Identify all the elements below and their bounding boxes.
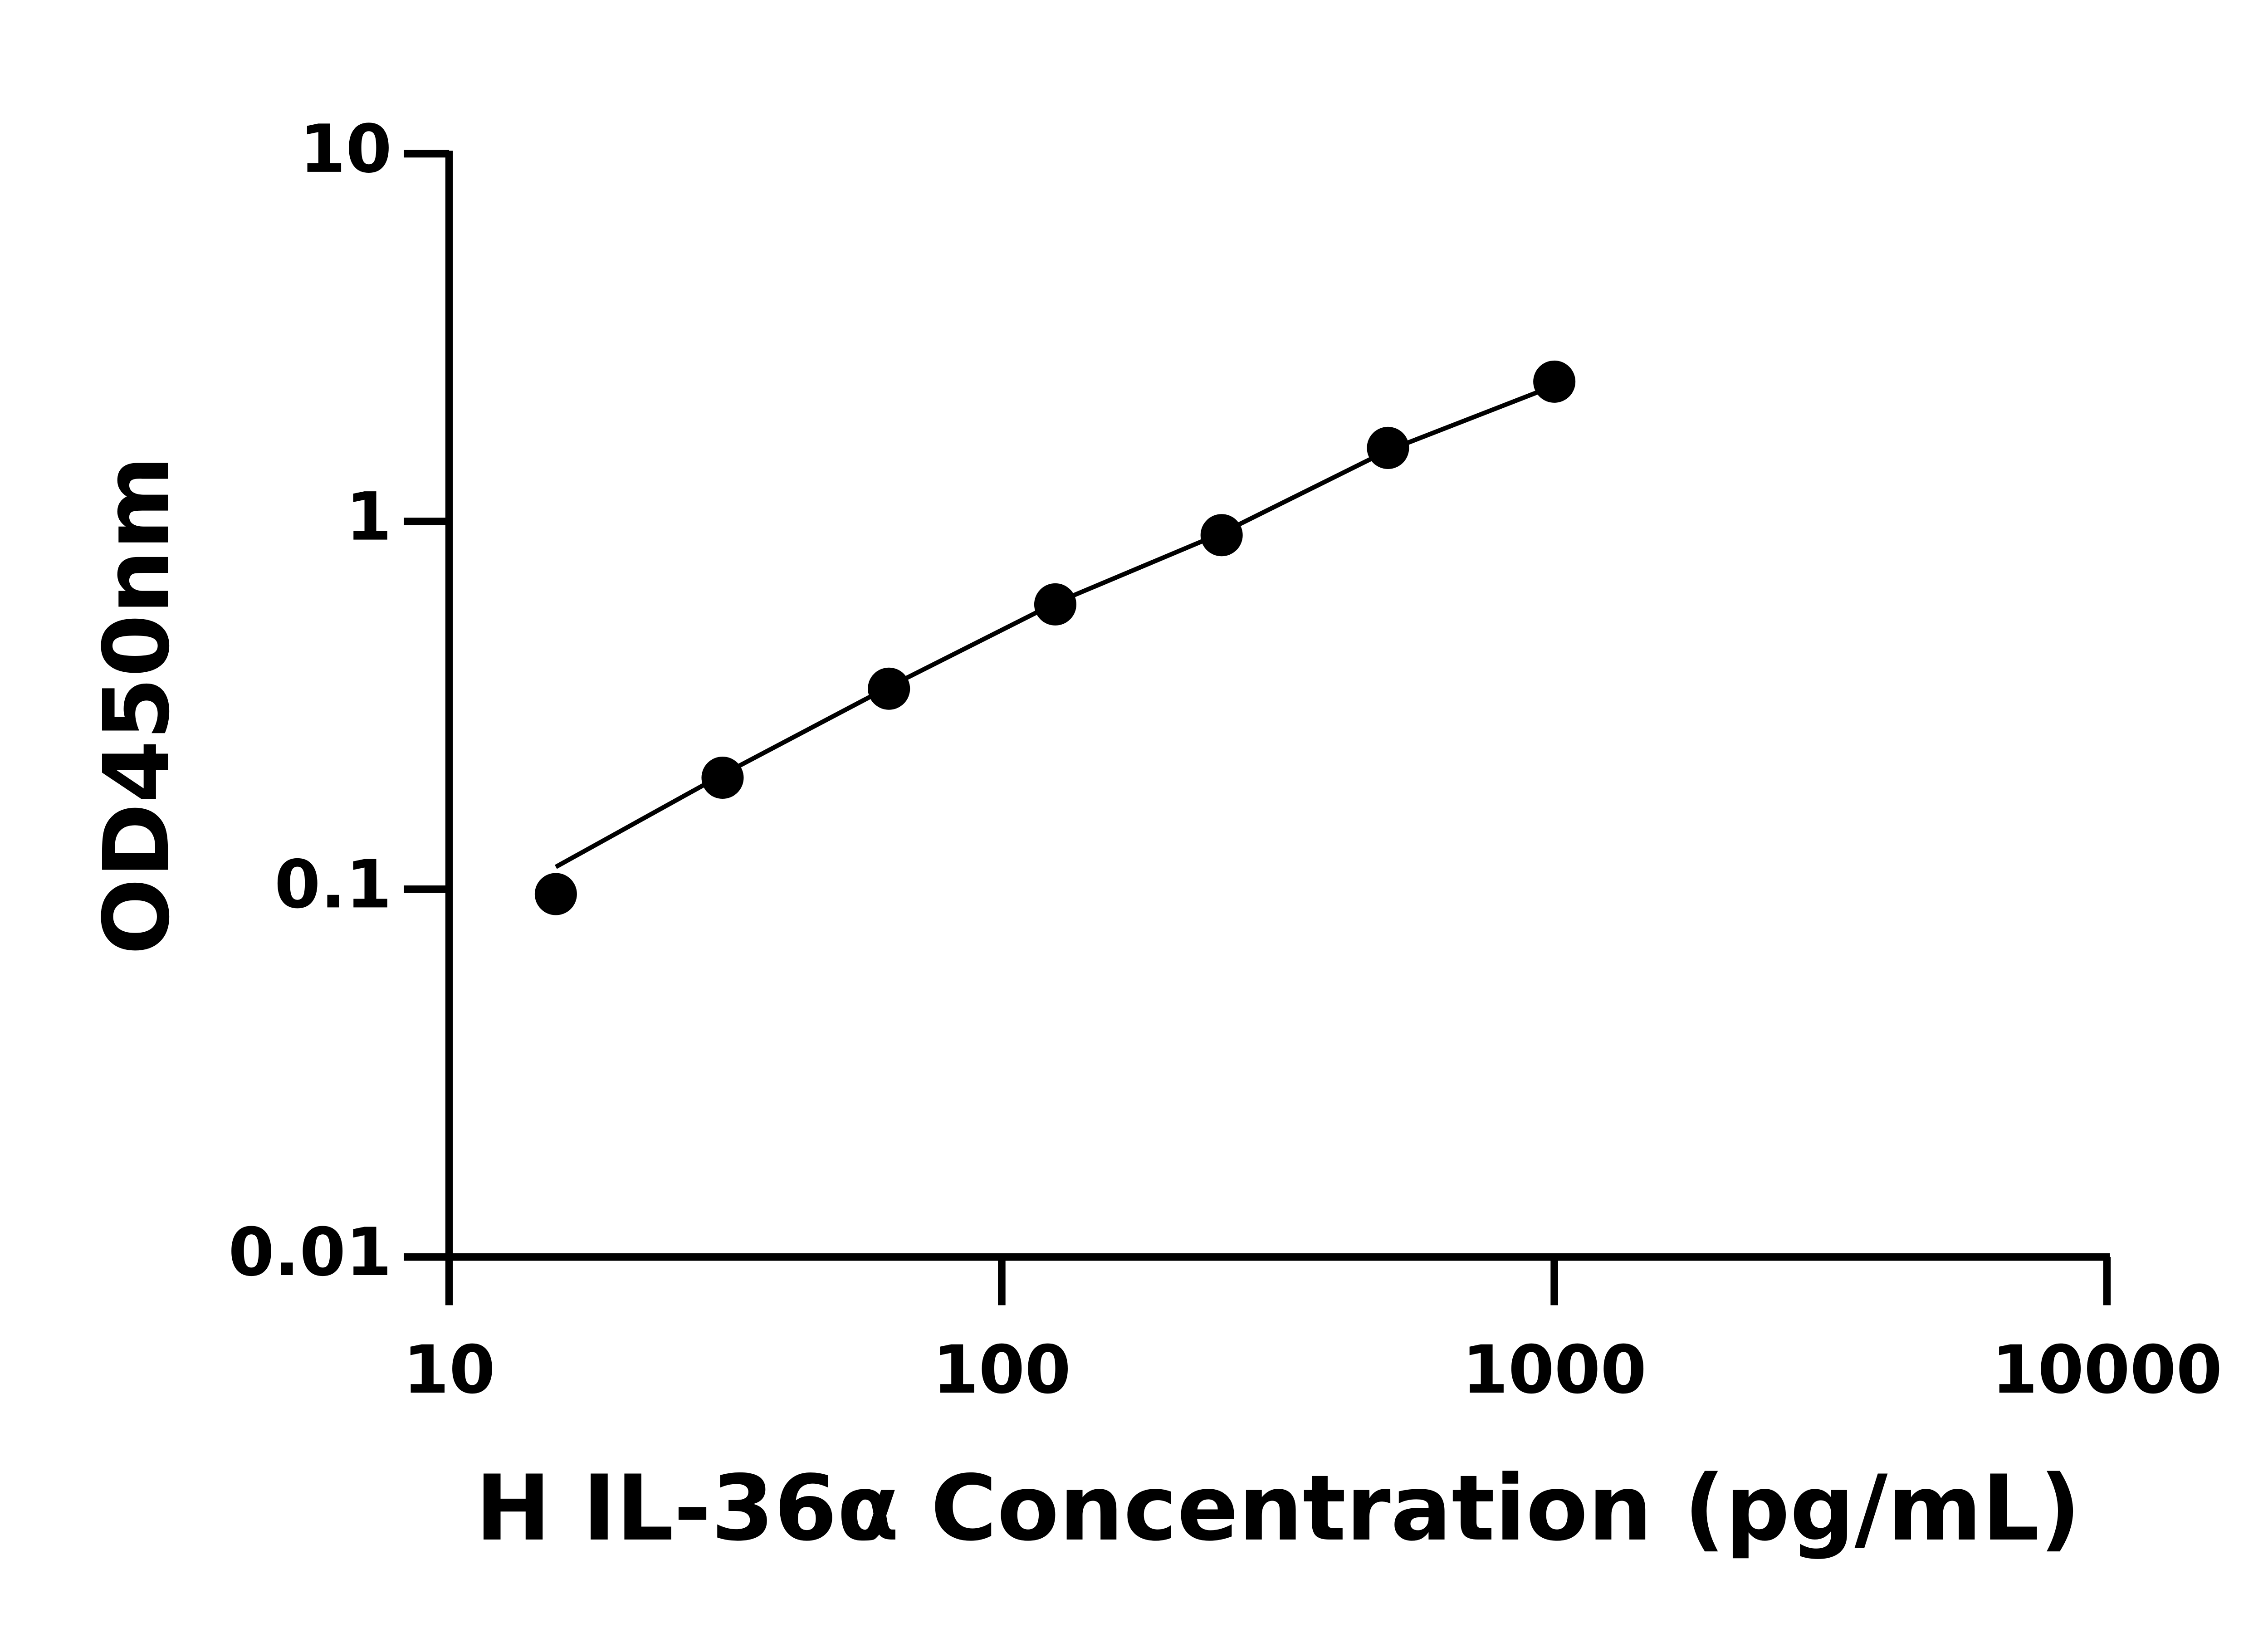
data-point <box>1533 360 1576 403</box>
y-tick-label: 0.1 <box>274 846 392 923</box>
y-tick-label: 0.01 <box>228 1214 392 1291</box>
data-point <box>701 756 744 799</box>
y-axis-title: OD450nm <box>84 456 190 955</box>
x-tick-label: 10 <box>403 1331 495 1408</box>
x-tick-label: 1000 <box>1462 1331 1647 1408</box>
data-point <box>534 873 577 915</box>
x-tick-label: 10000 <box>1992 1331 2223 1408</box>
data-point <box>1367 426 1409 469</box>
y-tick-label: 1 <box>346 479 392 556</box>
data-point <box>1200 514 1243 557</box>
x-axis-title: H IL-36α Concentration (pg/mL) <box>475 1456 2081 1561</box>
data-point <box>1034 583 1076 626</box>
data-point <box>868 667 910 710</box>
y-tick-label: 10 <box>299 111 391 188</box>
x-tick-label: 100 <box>933 1331 1071 1408</box>
